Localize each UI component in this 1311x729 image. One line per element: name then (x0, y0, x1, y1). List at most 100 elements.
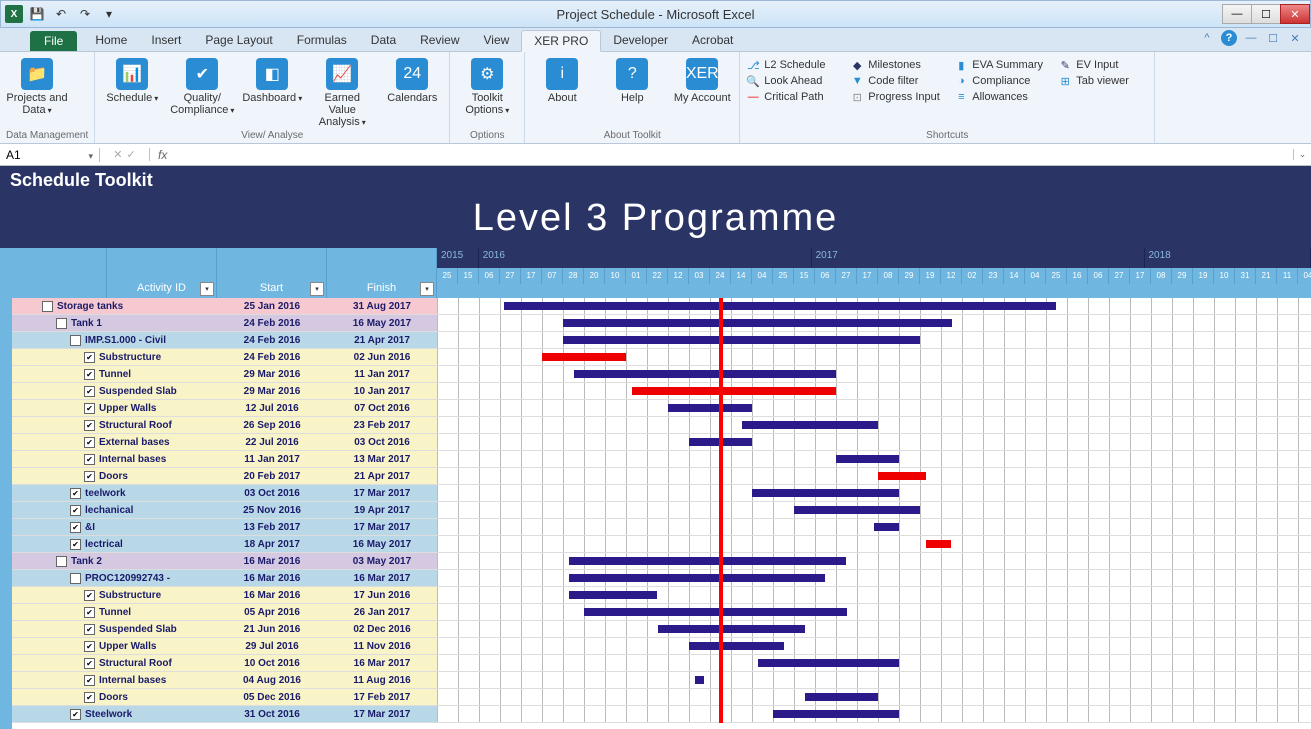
filter-dropdown-icon[interactable]: ▾ (420, 282, 434, 296)
l-schedule-shortcut[interactable]: ⎇L2 Schedule (746, 58, 836, 72)
gantt-bar[interactable] (563, 336, 920, 344)
gantt-bar[interactable] (632, 387, 720, 395)
filter-dropdown-icon[interactable]: ▾ (310, 282, 324, 296)
expand-checkbox[interactable] (56, 318, 67, 329)
task-row[interactable]: ✔Internal bases04 Aug 201611 Aug 2016 (12, 672, 437, 689)
file-tab[interactable]: File (30, 31, 77, 51)
task-row[interactable]: ✔Tunnel05 Apr 201626 Jan 2017 (12, 604, 437, 621)
eva-summary-shortcut[interactable]: ▮EVA Summary (954, 58, 1044, 72)
task-row[interactable]: ✔Upper Walls12 Jul 201607 Oct 2016 (12, 400, 437, 417)
expand-formula-icon[interactable]: ⌄ (1293, 149, 1311, 160)
expand-checkbox[interactable] (56, 556, 67, 567)
task-row[interactable]: ✔Doors05 Dec 201617 Feb 2017 (12, 689, 437, 706)
expand-checkbox[interactable]: ✔ (84, 590, 95, 601)
gantt-bar[interactable] (758, 659, 899, 667)
expand-checkbox[interactable]: ✔ (84, 352, 95, 363)
milestones-shortcut[interactable]: ◆Milestones (850, 58, 940, 72)
expand-checkbox[interactable]: ✔ (84, 420, 95, 431)
gantt-bar[interactable] (569, 591, 657, 599)
gantt-bar[interactable] (504, 302, 1056, 310)
projects-and-data-button[interactable]: 📁Projects and Data (6, 54, 68, 116)
expand-checkbox[interactable] (70, 335, 81, 346)
gantt-bar[interactable] (569, 557, 846, 565)
expand-checkbox[interactable]: ✔ (84, 454, 95, 465)
ribbon-tab-acrobat[interactable]: Acrobat (680, 30, 745, 51)
task-row[interactable]: ✔&I13 Feb 201717 Mar 2017 (12, 519, 437, 536)
task-row[interactable]: PROC120992743 -16 Mar 201616 Mar 2017 (12, 570, 437, 587)
progress-input-shortcut[interactable]: ⊡Progress Input (850, 90, 940, 104)
window-min-icon[interactable]: — (1243, 30, 1259, 46)
minimize-button[interactable]: — (1222, 4, 1252, 24)
code-filter-shortcut[interactable]: ▼Code filter (850, 74, 940, 88)
task-row[interactable]: ✔teelwork03 Oct 201617 Mar 2017 (12, 485, 437, 502)
task-row[interactable]: ✔Upper Walls29 Jul 201611 Nov 2016 (12, 638, 437, 655)
gantt-bar[interactable] (874, 523, 899, 531)
about-button[interactable]: iAbout (531, 54, 593, 104)
my-account-button[interactable]: XERMy Account (671, 54, 733, 104)
task-row[interactable]: Tank 216 Mar 201603 May 2017 (12, 553, 437, 570)
task-row[interactable]: ✔lechanical25 Nov 201619 Apr 2017 (12, 502, 437, 519)
help-icon[interactable]: ? (1221, 30, 1237, 46)
ribbon-tab-developer[interactable]: Developer (601, 30, 680, 51)
gantt-bar[interactable] (658, 625, 805, 633)
look-ahead-shortcut[interactable]: 🔍Look Ahead (746, 74, 836, 88)
expand-checkbox[interactable]: ✔ (84, 437, 95, 448)
expand-checkbox[interactable]: ✔ (84, 692, 95, 703)
gantt-bar[interactable] (668, 404, 752, 412)
task-row[interactable]: ✔Steelwork31 Oct 201617 Mar 2017 (12, 706, 437, 723)
gantt-bar[interactable] (773, 710, 899, 718)
tab-viewer-shortcut[interactable]: ⊞Tab viewer (1058, 74, 1148, 88)
task-row[interactable]: ✔Suspended Slab29 Mar 201610 Jan 2017 (12, 383, 437, 400)
gantt-bar[interactable] (695, 676, 703, 684)
expand-checkbox[interactable]: ✔ (84, 403, 95, 414)
task-row[interactable]: ✔Substructure24 Feb 201602 Jun 2016 (12, 349, 437, 366)
gantt-bar[interactable] (878, 472, 926, 480)
expand-checkbox[interactable]: ✔ (70, 505, 81, 516)
ribbon-tab-data[interactable]: Data (359, 30, 408, 51)
task-row[interactable]: Tank 124 Feb 201616 May 2017 (12, 315, 437, 332)
gantt-bar[interactable] (926, 540, 951, 548)
name-box-dropdown-icon[interactable] (88, 148, 93, 162)
task-row[interactable]: ✔Tunnel29 Mar 201611 Jan 2017 (12, 366, 437, 383)
ribbon-tab-formulas[interactable]: Formulas (285, 30, 359, 51)
undo-qat-icon[interactable]: ↶ (51, 4, 71, 24)
task-row[interactable]: ✔lectrical18 Apr 201716 May 2017 (12, 536, 437, 553)
dashboard-button[interactable]: ◧Dashboard (241, 54, 303, 104)
gantt-bar[interactable] (689, 642, 784, 650)
expand-checkbox[interactable]: ✔ (84, 369, 95, 380)
gantt-bar[interactable] (542, 353, 626, 361)
task-row[interactable]: ✔External bases22 Jul 201603 Oct 2016 (12, 434, 437, 451)
gantt-bar[interactable] (721, 387, 837, 395)
expand-checkbox[interactable]: ✔ (84, 471, 95, 482)
gantt-bar[interactable] (569, 574, 825, 582)
fx-label[interactable]: fx (150, 148, 175, 162)
quality-compliance-button[interactable]: ✔Quality/ Compliance (171, 54, 233, 116)
gantt-bar[interactable] (836, 455, 899, 463)
window-close-icon[interactable]: ✕ (1287, 30, 1303, 46)
ribbon-tab-home[interactable]: Home (83, 30, 139, 51)
ribbon-tab-view[interactable]: View (472, 30, 522, 51)
gantt-bar[interactable] (742, 421, 879, 429)
filter-dropdown-icon[interactable]: ▾ (200, 282, 214, 296)
critical-path-shortcut[interactable]: —Critical Path (746, 90, 836, 104)
expand-checkbox[interactable]: ✔ (70, 488, 81, 499)
maximize-button[interactable]: ☐ (1251, 4, 1281, 24)
calendars-button[interactable]: 24Calendars (381, 54, 443, 104)
task-row[interactable]: Storage tanks25 Jan 201631 Aug 2017 (12, 298, 437, 315)
gantt-bar[interactable] (584, 608, 847, 616)
expand-checkbox[interactable]: ✔ (70, 709, 81, 720)
gantt-bar[interactable] (794, 506, 920, 514)
expand-checkbox[interactable]: ✔ (84, 624, 95, 635)
gantt-bar[interactable] (574, 370, 837, 378)
expand-checkbox[interactable]: ✔ (70, 539, 81, 550)
redo-qat-icon[interactable]: ↷ (75, 4, 95, 24)
task-row[interactable]: ✔Structural Roof26 Sep 201623 Feb 2017 (12, 417, 437, 434)
column-header-activity-id[interactable]: Activity ID▾ (107, 248, 217, 298)
expand-checkbox[interactable] (70, 573, 81, 584)
task-row[interactable]: ✔Suspended Slab21 Jun 201602 Dec 2016 (12, 621, 437, 638)
task-row[interactable]: IMP.S1.000 - Civil24 Feb 201621 Apr 2017 (12, 332, 437, 349)
expand-checkbox[interactable]: ✔ (84, 658, 95, 669)
compliance-shortcut[interactable]: ◑Compliance (954, 74, 1044, 88)
expand-checkbox[interactable] (42, 301, 53, 312)
earned-value-analysis-button[interactable]: 📈Earned Value Analysis (311, 54, 373, 128)
